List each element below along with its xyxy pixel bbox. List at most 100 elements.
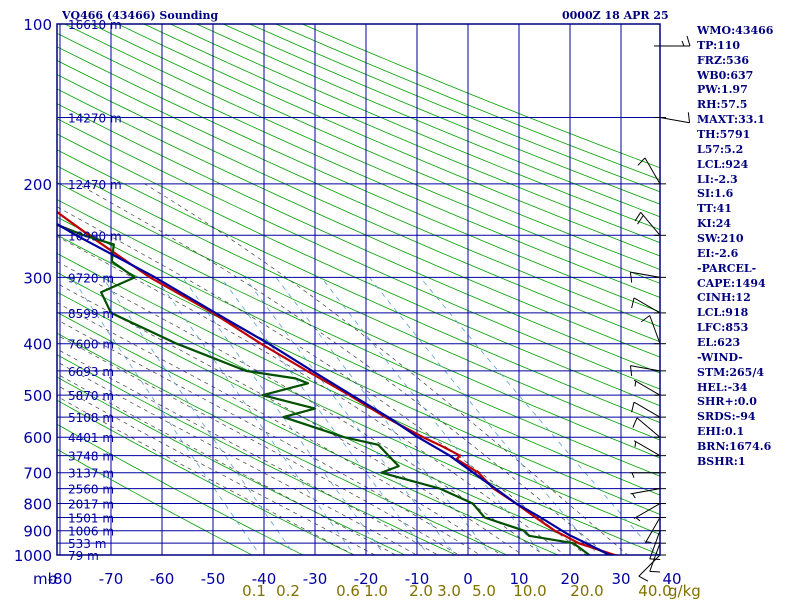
pressure-tick-label: 600 <box>23 429 52 447</box>
pressure-tick-label: 700 <box>23 465 52 483</box>
dry-adiabat <box>57 399 355 555</box>
index-row: SRDS:-94 <box>697 410 756 424</box>
height-label: 533 m <box>68 537 106 551</box>
dry-adiabat <box>57 165 660 441</box>
height-label: 2560 m <box>68 483 114 497</box>
temperature-tick-label: -20 <box>354 570 379 588</box>
mixing-ratio-line <box>220 277 429 555</box>
height-label: 16610 m <box>68 18 122 32</box>
dry-adiabat <box>57 311 559 555</box>
temperature-tick-label: 40 <box>662 570 681 588</box>
index-row: LCL:918 <box>697 306 749 320</box>
pressure-tick-label: 900 <box>23 523 52 541</box>
mixing-ratio-line <box>320 277 544 555</box>
mixing-ratio-line <box>71 277 261 555</box>
moist-adiabat <box>144 183 629 555</box>
dewpoint-profile <box>57 223 591 555</box>
pressure-tick-label: 100 <box>23 16 52 34</box>
dry-adiabat <box>117 24 660 257</box>
height-label: 1501 m <box>68 512 114 526</box>
mixing-ratio-label: 2.0 <box>409 582 433 600</box>
moist-adiabat <box>57 334 460 555</box>
index-row: BRN:1674.6 <box>697 440 772 454</box>
moist-adiabat <box>57 302 502 555</box>
dry-adiabat <box>57 32 660 298</box>
plot-frame <box>56 23 661 556</box>
pressure-tick-label: 300 <box>23 269 52 287</box>
temperature-tick-label: 30 <box>611 570 630 588</box>
mixing-ratio-label: 0.6 <box>336 582 360 600</box>
mixing-ratio-label: 40.0 <box>638 582 671 600</box>
index-row: KI:24 <box>697 217 732 231</box>
wind-barb <box>632 417 666 438</box>
index-row: FRZ:536 <box>697 53 750 67</box>
mixing-ratio-line <box>102 277 296 555</box>
index-row: SW:210 <box>697 232 744 246</box>
moist-adiabat <box>57 373 397 555</box>
pressure-tick-label: 400 <box>23 336 52 354</box>
moist-adiabat <box>57 384 376 555</box>
dry-adiabat <box>57 332 508 555</box>
temperature-tick-label: 20 <box>560 570 579 588</box>
height-label: 8599 m <box>68 307 114 321</box>
mixing-ratio-label: 0.2 <box>276 582 300 600</box>
temperature-profile <box>57 210 620 555</box>
height-label: 3748 m <box>68 450 114 464</box>
mixing-ratio-label: 1.0 <box>364 582 388 600</box>
index-row: RH:57.5 <box>697 98 748 112</box>
height-label: 10990 m <box>68 229 122 243</box>
height-label: 1006 m <box>68 525 114 539</box>
moist-adiabat <box>57 235 566 555</box>
pressure-tick-label: 500 <box>23 387 52 405</box>
dry-adiabat <box>57 448 253 555</box>
dry-adiabat <box>57 149 660 424</box>
temperature-tick-label: -70 <box>99 570 124 588</box>
height-label: 5870 m <box>68 389 114 403</box>
index-row: TT:41 <box>697 202 732 216</box>
pressure-tick-label: 800 <box>23 496 52 514</box>
index-row: LI:-2.3 <box>697 172 738 186</box>
dry-adiabat <box>57 118 660 390</box>
index-row: -WIND- <box>697 350 743 364</box>
pressure-unit-label: mb <box>33 570 57 588</box>
mixing-ratio-label: 10.0 <box>513 582 546 600</box>
height-label: 6693 m <box>68 365 114 379</box>
dry-adiabat <box>57 74 660 343</box>
height-label: 79 m <box>68 549 99 563</box>
index-row: TH:5791 <box>697 128 751 142</box>
mixing-ratio-label: 5.0 <box>472 582 496 600</box>
dry-adiabat <box>57 182 660 459</box>
height-label: 7600 m <box>68 338 114 352</box>
moist-adiabat <box>57 206 587 555</box>
pressure-tick-label: 1000 <box>14 547 52 565</box>
temperature-tick-label: -80 <box>48 570 73 588</box>
height-label: 4401 m <box>68 431 114 445</box>
parcel-profile <box>57 222 619 555</box>
temperature-tick-label: 0 <box>463 570 473 588</box>
wind-barb <box>634 212 666 236</box>
temperature-tick-label: -10 <box>405 570 430 588</box>
dry-adiabat <box>57 88 660 358</box>
index-row: SHR+:0.0 <box>697 395 757 409</box>
temperature-tick-label: 10 <box>509 570 528 588</box>
pressure-tick-label: 200 <box>23 176 52 194</box>
height-label: 12470 m <box>68 178 122 192</box>
dry-adiabat <box>57 103 660 374</box>
mixing-ratio-line <box>244 277 456 555</box>
index-row: EL:623 <box>697 336 741 350</box>
index-row: MAXT:33.1 <box>697 113 765 127</box>
height-label: 5108 m <box>68 411 114 425</box>
moist-adiabat <box>57 395 355 555</box>
index-row: EHI:0.1 <box>697 425 745 439</box>
sounding-time: 0000Z 18 APR 25 <box>562 9 669 22</box>
mixing-ratio-line <box>275 277 492 555</box>
dry-adiabat <box>57 291 610 555</box>
stability-indices-panel: WMO:43466 TP:110 FRZ:536 WB0:637 PW:1.97 RH:5… <box>697 24 799 470</box>
dry-adiabat <box>57 423 304 555</box>
mixing-ratio-unit: g/kg <box>668 582 701 600</box>
mixing-ratio-label: 3.0 <box>437 582 461 600</box>
temperature-tick-label: -30 <box>303 570 328 588</box>
temperature-tick-label: -60 <box>150 570 175 588</box>
index-row: CAPE:1494 <box>697 276 766 290</box>
wind-barb <box>637 157 666 185</box>
